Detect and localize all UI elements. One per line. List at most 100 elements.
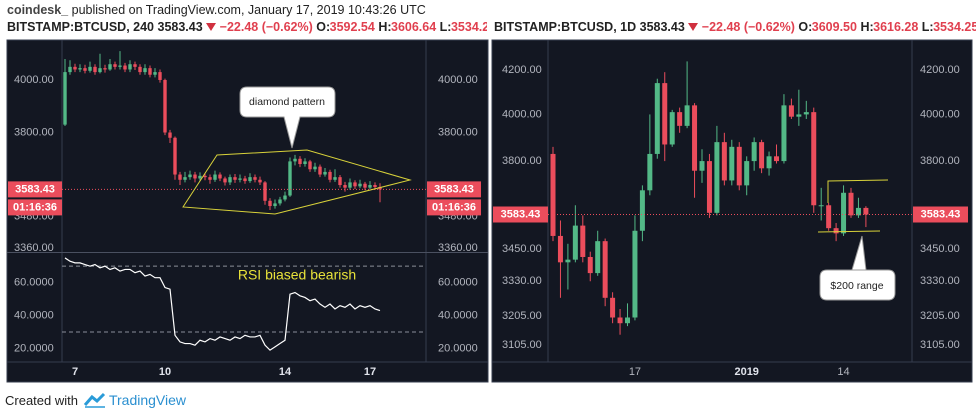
range-box: [827, 179, 889, 203]
y-tick-label: 3800.00: [438, 126, 478, 138]
countdown-tag: 01:16:36: [13, 201, 57, 213]
ohlc-label: L:: [439, 20, 452, 34]
y-tick-label: 3800.00: [502, 155, 542, 167]
candle-body: [714, 142, 720, 213]
candle-body: [706, 161, 712, 213]
candle-body: [617, 317, 623, 324]
y-tick-label: 20.0000: [438, 342, 478, 354]
ohlc-label: H:: [860, 20, 874, 34]
annotation: RSI biased bearish: [238, 267, 356, 283]
candle-body: [153, 72, 157, 75]
candle-body: [348, 182, 352, 188]
candle-body: [595, 241, 601, 274]
quote-change: −22.48 (−0.62%): [219, 20, 313, 34]
callout-text: $200 range: [830, 280, 883, 292]
ohlc-value: 3606.64: [391, 20, 437, 34]
candle-body: [298, 158, 302, 165]
candle-body: [253, 177, 257, 180]
y-tick-label: 40.0000: [14, 309, 54, 321]
candle-body: [323, 171, 327, 175]
candle-body: [68, 66, 72, 73]
diamond-outline: [182, 149, 412, 215]
y-tick-label: 3330.00: [920, 275, 960, 287]
price-tag: 3583.43: [434, 183, 474, 195]
range-box: [817, 230, 881, 233]
ohlc-label: H:: [378, 20, 392, 34]
countdown-tag-bg: [427, 199, 481, 216]
candle-body: [639, 190, 645, 231]
candle-body: [662, 83, 668, 145]
candle-body: [208, 177, 212, 180]
candle-body: [669, 112, 675, 145]
candle-body: [168, 132, 172, 138]
candle-body: [833, 228, 839, 234]
ohlc-label: O:: [798, 20, 813, 34]
candle-body: [699, 161, 705, 171]
ohlc-label: O:: [316, 20, 331, 34]
candle-body: [263, 182, 267, 201]
candle-body: [113, 64, 117, 67]
candle-body: [193, 174, 197, 179]
y-tick-label: 4200.00: [920, 64, 960, 76]
right-panel: [491, 39, 973, 383]
candle-body: [818, 205, 824, 207]
x-tick-label: 17: [629, 366, 641, 378]
price-tag: 3583.43: [921, 208, 961, 220]
ohlc-value: 3616.28: [873, 20, 919, 34]
x-tick-label: 14: [837, 366, 849, 378]
candle-body: [826, 205, 832, 229]
candle-body: [293, 158, 297, 162]
publish-info: published on TradingView.com, January 17…: [71, 3, 426, 17]
candle-body: [248, 177, 252, 182]
candle-body: [133, 64, 137, 67]
candle-body: [602, 241, 608, 298]
candle-body: [178, 174, 182, 180]
y-tick-label: 3205.00: [502, 310, 542, 322]
countdown-tag: 01:16:36: [432, 201, 476, 213]
candle-body: [572, 225, 578, 260]
y-tick-label: 60.0000: [14, 277, 54, 289]
candle-body: [632, 230, 638, 318]
y-tick-label: 20.0000: [14, 342, 54, 354]
candle-body: [378, 186, 382, 190]
y-tick-label: 3800.00: [14, 126, 54, 138]
candle-body: [729, 146, 735, 181]
candle-body: [796, 114, 802, 117]
countdown-tag-bg: [8, 199, 62, 216]
footer-text: Created with: [5, 392, 78, 408]
candle-body: [587, 256, 593, 274]
candle-body: [368, 185, 372, 188]
candle-body: [213, 174, 217, 180]
y-tick-label: 60.0000: [438, 277, 478, 289]
candle-body: [163, 79, 167, 133]
ohlc-value: 3609.50: [811, 20, 857, 34]
candle-body: [774, 156, 779, 162]
price-tag-bg: [493, 206, 548, 223]
down-arrow: [206, 23, 217, 31]
candle-body: [811, 112, 817, 206]
candle-body: [363, 183, 367, 188]
price-tag-bg: [8, 181, 62, 198]
candle-body: [73, 66, 77, 70]
quote-price: 3583.43: [639, 20, 685, 34]
candle-body: [550, 153, 556, 236]
candle-body: [677, 112, 683, 126]
candle-body: [788, 105, 794, 117]
price-tag: 3583.43: [501, 208, 541, 220]
candle-body: [692, 105, 698, 171]
candle-body: [841, 192, 847, 234]
candle-body: [803, 112, 809, 115]
quote-line: BITSTAMP:BTCUSD, 1D 3583.43 −22.48 (−0.6…: [494, 20, 976, 34]
candle-body: [273, 203, 277, 207]
candle-body: [863, 207, 869, 215]
candle-body: [343, 185, 347, 188]
ohlc-value: 3534.2: [450, 20, 487, 34]
candle-body: [318, 166, 322, 175]
candle-body: [238, 178, 242, 180]
x-tick-label: 2019: [734, 366, 758, 378]
candle-body: [228, 177, 232, 183]
candle-body: [223, 178, 227, 183]
symbol: BITSTAMP:BTCUSD, 1D: [494, 20, 637, 34]
